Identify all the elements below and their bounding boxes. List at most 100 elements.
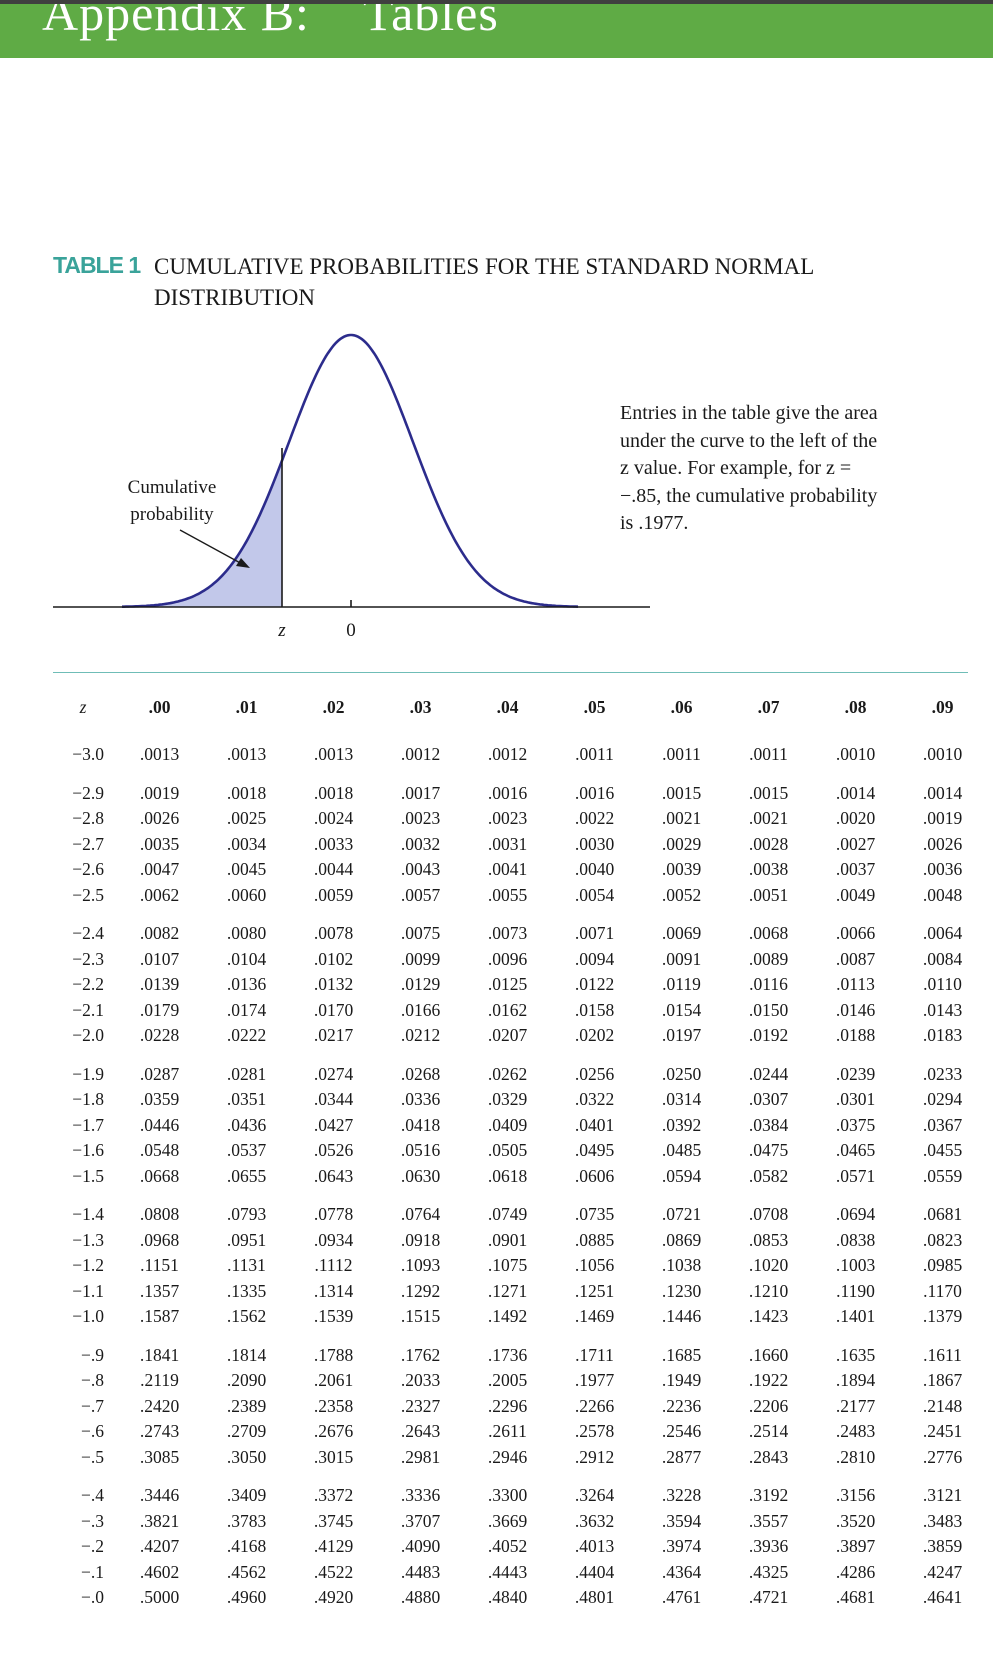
probability-cell: .1611 <box>923 1344 962 1365</box>
z-value-cell: −2.4 <box>72 923 104 944</box>
probability-cell: .1020 <box>748 1255 789 1276</box>
probability-cell: .0239 <box>835 1063 876 1084</box>
probability-cell: .1112 <box>314 1255 353 1276</box>
probability-cell: .1210 <box>748 1280 789 1301</box>
probability-cell: .0031 <box>487 833 528 854</box>
probability-cell: .4404 <box>574 1561 615 1582</box>
probability-cell: .2578 <box>574 1421 615 1442</box>
probability-cell: .0011 <box>749 744 788 765</box>
probability-cell: .1056 <box>574 1255 615 1276</box>
probability-cell: .0010 <box>922 744 963 765</box>
probability-cell: .2148 <box>922 1395 963 1416</box>
probability-cell: .4090 <box>400 1536 441 1557</box>
probability-cell: .4483 <box>400 1561 441 1582</box>
probability-cell: .0084 <box>922 948 963 969</box>
probability-cell: .4168 <box>226 1536 267 1557</box>
probability-cell: .2810 <box>835 1446 876 1467</box>
z-value-cell: −.8 <box>81 1370 104 1391</box>
probability-cell: .0427 <box>313 1114 354 1135</box>
probability-cell: .0029 <box>661 833 702 854</box>
table-row: −.2 .4207 .4168 .4129 .4090 .4052 .4013 .3974 .3… <box>50 1534 986 1560</box>
probability-cell: .1977 <box>574 1370 615 1391</box>
probability-cell: .0019 <box>139 782 180 803</box>
probability-cell: .0015 <box>748 782 789 803</box>
probability-cell: .3669 <box>487 1510 528 1531</box>
probability-cell: .0091 <box>661 948 702 969</box>
probability-cell: .4801 <box>574 1587 615 1608</box>
probability-cell: .0694 <box>835 1204 876 1225</box>
probability-cell: .3085 <box>139 1446 180 1467</box>
probability-cell: .0018 <box>226 782 267 803</box>
axis-label-z: z <box>277 620 286 641</box>
probability-cell: .0367 <box>922 1114 963 1135</box>
probability-cell: .1539 <box>313 1306 354 1327</box>
probability-cell: .2743 <box>139 1421 180 1442</box>
probability-cell: .1151 <box>140 1255 179 1276</box>
probability-cell: .0505 <box>487 1140 528 1161</box>
probability-cell: .0418 <box>400 1114 441 1135</box>
z-value-cell: −2.2 <box>72 974 104 995</box>
probability-cell: .0183 <box>922 1025 963 1046</box>
probability-cell: .0020 <box>835 808 876 829</box>
probability-cell: .0013 <box>313 744 354 765</box>
probability-cell: .0262 <box>487 1063 528 1084</box>
probability-cell: .4681 <box>835 1587 876 1608</box>
probability-cell: .0287 <box>139 1063 180 1084</box>
probability-cell: .3264 <box>574 1485 615 1506</box>
header-z: z <box>79 696 87 717</box>
probability-cell: .0011 <box>662 744 701 765</box>
probability-cell: .2843 <box>748 1446 789 1467</box>
probability-cell: .2676 <box>313 1421 354 1442</box>
probability-cell: .0143 <box>922 999 963 1020</box>
table-row: −2.1 .0179 .0174 .0170 .0166 .0162 .0158 .0154.… <box>50 998 986 1024</box>
table-row: −2.2 .0139 .0136 .0132 .0129 .0125 .0122 .0119.… <box>50 972 986 998</box>
table-row: −.9 .1841 .1814 .1788 .1762 .1736 .1711 .1685 .1… <box>50 1330 986 1369</box>
probability-cell: .1867 <box>922 1370 963 1391</box>
probability-cell: .3050 <box>226 1446 267 1467</box>
probability-cell: .0606 <box>574 1165 615 1186</box>
probability-cell: .1314 <box>313 1280 354 1301</box>
probability-cell: .1170 <box>923 1280 962 1301</box>
probability-cell: .0344 <box>313 1089 354 1110</box>
probability-cell: .3974 <box>661 1536 702 1557</box>
probability-cell: .2236 <box>661 1395 702 1416</box>
z-value-cell: −.3 <box>81 1510 104 1531</box>
annotation-label-line2: probability <box>130 504 214 525</box>
probability-cell: .1841 <box>139 1344 180 1365</box>
probability-cell: .0060 <box>226 884 267 905</box>
probability-cell: .3783 <box>226 1510 267 1531</box>
probability-cell: .3936 <box>748 1536 789 1557</box>
normal-curve-figure: Cumulative probability z 0 <box>53 333 650 641</box>
z-value-cell: −.2 <box>81 1536 104 1557</box>
z-value-cell: −1.8 <box>72 1089 104 1110</box>
header-col: .01 <box>235 696 258 717</box>
table-row: −2.8 .0026 .0025 .0024 .0023 .0023 .0022 .0021.… <box>50 806 986 832</box>
probability-cell: .0495 <box>574 1140 615 1161</box>
probability-cell: .0089 <box>748 948 789 969</box>
probability-cell: .0162 <box>487 999 528 1020</box>
table-row: −1.7 .0446 .0436 .0427 .0418 .0409 .0401 .0392.… <box>50 1113 986 1139</box>
probability-cell: .0455 <box>922 1140 963 1161</box>
probability-cell: .0015 <box>661 782 702 803</box>
probability-cell: .0475 <box>748 1140 789 1161</box>
probability-cell: .0024 <box>313 808 354 829</box>
probability-cell: .0618 <box>487 1165 528 1186</box>
probability-cell: .0179 <box>139 999 180 1020</box>
probability-cell: .1788 <box>313 1344 354 1365</box>
probability-cell: .4364 <box>661 1561 702 1582</box>
probability-cell: .2946 <box>487 1446 528 1467</box>
probability-cell: .5000 <box>139 1587 180 1608</box>
probability-cell: .0582 <box>748 1165 789 1186</box>
z-table-body: −3.0 .0013 .0013 .0013 .0012 .0012 .0011 .0011.… <box>50 724 986 1611</box>
probability-cell: .0197 <box>661 1025 702 1046</box>
annotation-label-line1: Cumulative <box>128 477 217 498</box>
probability-cell: .0274 <box>313 1063 354 1084</box>
probability-cell: .0062 <box>139 884 180 905</box>
probability-cell: .4286 <box>835 1561 876 1582</box>
probability-cell: .0192 <box>748 1025 789 1046</box>
z-value-cell: −.5 <box>81 1446 104 1467</box>
probability-cell: .4325 <box>748 1561 789 1582</box>
probability-cell: .0049 <box>835 884 876 905</box>
probability-cell: .2420 <box>139 1395 180 1416</box>
probability-cell: .0016 <box>487 782 528 803</box>
